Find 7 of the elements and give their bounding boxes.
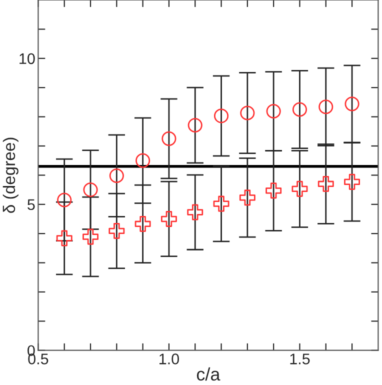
x-tick-label: 1.5 — [290, 354, 310, 364]
x-tick-label: 1.0 — [160, 354, 179, 364]
y-tick-label: 10 — [20, 53, 35, 64]
y-tick-label: 5 — [28, 199, 35, 210]
x-tick-label: 0.5 — [28, 354, 48, 364]
x-axis-title: c/a — [196, 367, 220, 381]
y-axis-title: δ (degree) — [2, 138, 18, 213]
